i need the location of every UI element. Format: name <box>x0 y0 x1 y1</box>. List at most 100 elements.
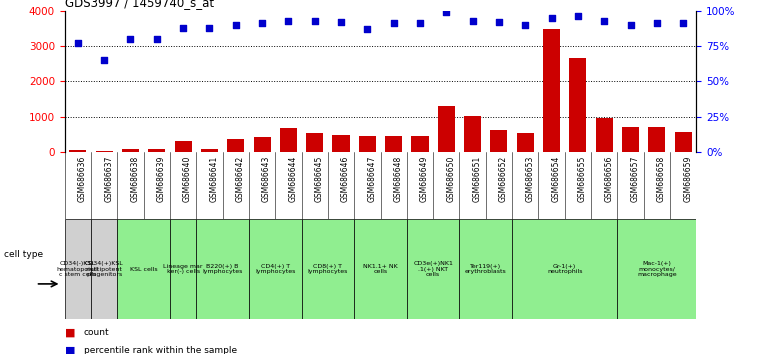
Point <box>203 25 215 30</box>
Bar <box>280 128 297 152</box>
Point <box>572 13 584 19</box>
FancyBboxPatch shape <box>117 219 170 319</box>
Bar <box>648 127 665 152</box>
Text: Ter119(+)
erythroblasts: Ter119(+) erythroblasts <box>465 264 507 274</box>
Text: GSM686651: GSM686651 <box>473 156 482 202</box>
Text: CD34(-)KSL
hematopoieti
c stem cells: CD34(-)KSL hematopoieti c stem cells <box>57 261 99 277</box>
Bar <box>333 135 349 152</box>
FancyBboxPatch shape <box>91 219 117 319</box>
Text: GSM686652: GSM686652 <box>499 156 508 202</box>
Text: GSM686637: GSM686637 <box>104 156 113 202</box>
Bar <box>69 150 87 152</box>
Text: GDS3997 / 1459740_s_at: GDS3997 / 1459740_s_at <box>65 0 214 10</box>
FancyBboxPatch shape <box>301 219 354 319</box>
FancyBboxPatch shape <box>460 219 512 319</box>
Point <box>519 22 531 28</box>
Bar <box>174 141 192 152</box>
Bar <box>228 139 244 152</box>
Text: CD8(+) T
lymphocytes: CD8(+) T lymphocytes <box>307 264 348 274</box>
Point <box>282 18 295 23</box>
Text: B220(+) B
lymphocytes: B220(+) B lymphocytes <box>202 264 243 274</box>
Bar <box>96 151 113 152</box>
Text: GSM686653: GSM686653 <box>525 156 534 202</box>
Point <box>493 19 505 25</box>
Bar <box>622 127 639 152</box>
FancyBboxPatch shape <box>249 219 301 319</box>
Bar <box>385 136 403 152</box>
Text: KSL cells: KSL cells <box>130 267 158 272</box>
Point <box>414 21 426 26</box>
Text: ■: ■ <box>65 328 75 338</box>
Text: ■: ■ <box>65 346 75 354</box>
FancyBboxPatch shape <box>170 219 196 319</box>
Text: GSM686646: GSM686646 <box>341 156 350 202</box>
Text: GSM686645: GSM686645 <box>315 156 323 202</box>
Bar <box>596 118 613 152</box>
Bar <box>438 106 455 152</box>
Point <box>361 26 374 32</box>
Point <box>151 36 163 42</box>
Text: GSM686659: GSM686659 <box>683 156 693 202</box>
Text: cell type: cell type <box>4 250 43 259</box>
Text: GSM686639: GSM686639 <box>157 156 166 202</box>
Point <box>466 18 479 23</box>
Point <box>309 18 321 23</box>
Text: Lineage mar
ker(-) cells: Lineage mar ker(-) cells <box>164 264 203 274</box>
Text: GSM686655: GSM686655 <box>578 156 587 202</box>
Point <box>546 15 558 21</box>
Text: Gr-1(+)
neutrophils: Gr-1(+) neutrophils <box>547 264 582 274</box>
Point <box>677 21 689 26</box>
Point <box>256 21 268 26</box>
Point <box>625 22 637 28</box>
Bar <box>543 29 560 152</box>
Text: GSM686638: GSM686638 <box>130 156 139 202</box>
FancyBboxPatch shape <box>65 219 91 319</box>
Bar <box>490 130 508 152</box>
Point <box>335 19 347 25</box>
Bar <box>148 149 165 152</box>
Text: GSM686649: GSM686649 <box>420 156 429 202</box>
Text: percentile rank within the sample: percentile rank within the sample <box>84 346 237 354</box>
FancyBboxPatch shape <box>354 219 407 319</box>
Point <box>598 18 610 23</box>
FancyBboxPatch shape <box>407 219 460 319</box>
Bar <box>674 132 692 152</box>
Text: GSM686656: GSM686656 <box>604 156 613 202</box>
Bar <box>358 136 376 152</box>
Text: GSM686641: GSM686641 <box>209 156 218 202</box>
Point <box>387 21 400 26</box>
FancyBboxPatch shape <box>617 219 696 319</box>
Text: GSM686647: GSM686647 <box>368 156 377 202</box>
Text: CD4(+) T
lymphocytes: CD4(+) T lymphocytes <box>255 264 295 274</box>
Bar <box>464 116 481 152</box>
Bar <box>122 149 139 152</box>
Text: Mac-1(+)
monocytes/
macrophage: Mac-1(+) monocytes/ macrophage <box>637 261 677 277</box>
Text: GSM686657: GSM686657 <box>631 156 639 202</box>
Point <box>440 9 452 15</box>
Text: CD34(+)KSL
multipotent
progenitors: CD34(+)KSL multipotent progenitors <box>84 261 123 277</box>
Text: GSM686648: GSM686648 <box>393 156 403 202</box>
Text: GSM686654: GSM686654 <box>552 156 561 202</box>
Bar <box>569 58 587 152</box>
Text: GSM686640: GSM686640 <box>183 156 192 202</box>
Text: GSM686650: GSM686650 <box>446 156 455 202</box>
Text: GSM686642: GSM686642 <box>236 156 245 202</box>
Bar <box>253 137 271 152</box>
Bar <box>306 133 323 152</box>
Text: GSM686658: GSM686658 <box>657 156 666 202</box>
Bar <box>517 133 533 152</box>
Point <box>72 40 84 46</box>
Bar <box>412 136 428 152</box>
Bar <box>201 149 218 152</box>
Point <box>651 21 663 26</box>
Text: GSM686644: GSM686644 <box>288 156 298 202</box>
Text: GSM686643: GSM686643 <box>262 156 271 202</box>
Text: NK1.1+ NK
cells: NK1.1+ NK cells <box>363 264 398 274</box>
Text: CD3e(+)NK1
.1(+) NKT
cells: CD3e(+)NK1 .1(+) NKT cells <box>413 261 453 277</box>
FancyBboxPatch shape <box>512 219 617 319</box>
Text: count: count <box>84 328 110 337</box>
Point <box>98 57 110 63</box>
Point <box>177 25 189 30</box>
FancyBboxPatch shape <box>196 219 249 319</box>
Point <box>230 22 242 28</box>
